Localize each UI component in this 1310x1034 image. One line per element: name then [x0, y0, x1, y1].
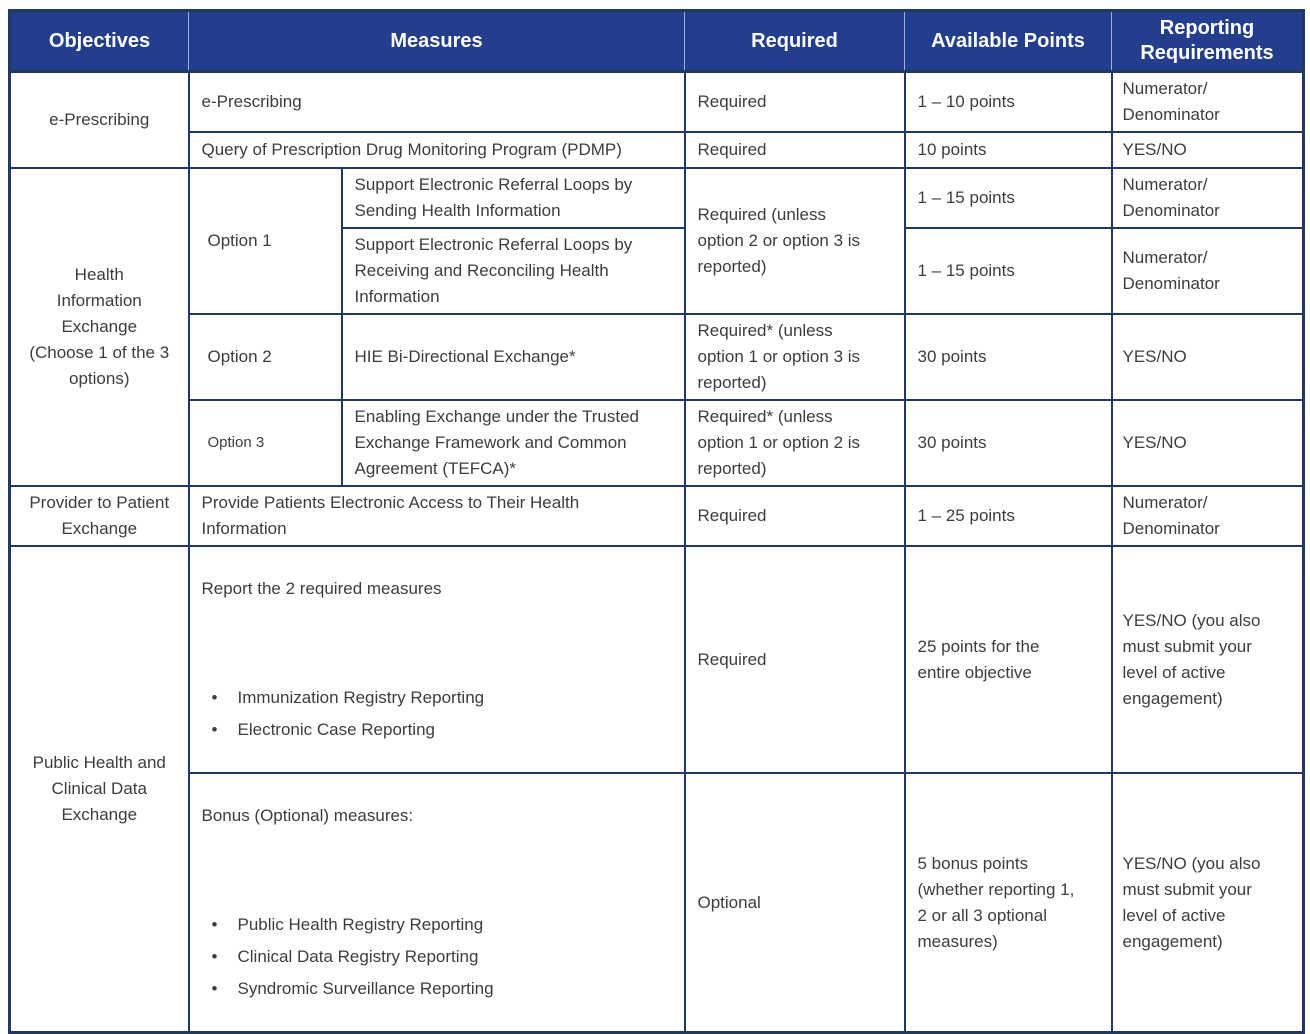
option-label-cell-option1: Option 1	[187, 167, 343, 315]
objective-cell-hie: Health Information Exchange (Choose 1 of…	[8, 167, 190, 487]
row-public-health-bonus: Bonus (Optional) measures: Public Health…	[10, 772, 1305, 1034]
required-cell: Required	[683, 70, 906, 133]
measure-bullet-list: Immunization Registry Reporting Electroni…	[202, 633, 672, 743]
reporting-cell: Numerator/ Denominator	[1110, 485, 1305, 547]
required-cell: Required (unless option 2 or option 3 is…	[683, 167, 906, 315]
measure-cell: Enabling Exchange under the Trusted Exch…	[340, 399, 686, 487]
objective-cell-provider-to-patient: Provider to Patient Exchange	[8, 485, 190, 547]
points-cell: 5 bonus points (whether reporting 1, 2 o…	[903, 772, 1113, 1034]
row-public-health-required: Public Health and Clinical Data Exchange…	[8, 545, 1305, 1034]
required-cell: Required	[683, 485, 906, 547]
bullet-item-label: Clinical Data Registry Reporting	[237, 947, 479, 966]
option-label-cell-option3: Option 3	[187, 399, 343, 487]
measure-cell: Query of Prescription Drug Monitoring Pr…	[187, 131, 686, 169]
measure-intro: Bonus (Optional) measures:	[201, 806, 414, 825]
bullet-item-label: Syndromic Surveillance Reporting	[237, 979, 494, 998]
promoting-interoperability-objectives-table: Objectives Measures Required Available P…	[8, 9, 1305, 1034]
row-hie-option2: Option 2 HIE Bi-Directional Exchange* Re…	[10, 313, 1305, 401]
bullet-item-label: Public Health Registry Reporting	[237, 915, 484, 934]
reporting-cell: Numerator/ Denominator	[1110, 167, 1305, 229]
measure-cell: Provide Patients Electronic Access to Th…	[187, 485, 686, 547]
bullet-item-label: Immunization Registry Reporting	[237, 688, 485, 707]
row-hie-option3: Option 3 Enabling Exchange under the Tru…	[10, 399, 1305, 487]
required-cell: Required	[683, 545, 906, 774]
reporting-cell: Numerator/ Denominator	[1110, 227, 1305, 315]
required-cell: Required	[683, 131, 906, 169]
col-header-objectives: Objectives	[9, 9, 189, 73]
measure-cell: Support Electronic Referral Loops by Rec…	[340, 227, 686, 315]
reporting-cell: YES/NO (you also must submit your level …	[1110, 545, 1305, 774]
col-header-measures: Measures	[188, 9, 685, 73]
bullet-item: Syndromic Surveillance Reporting	[212, 976, 672, 1002]
measure-bullet-list: Public Health Registry Reporting Clinical…	[202, 860, 672, 1002]
required-cell: Optional	[683, 772, 906, 1034]
header-row: Objectives Measures Required Available P…	[9, 9, 1304, 73]
points-cell: 1 – 10 points	[903, 70, 1113, 133]
measure-cell: e-Prescribing	[187, 70, 686, 133]
bullet-item: Electronic Case Reporting	[212, 717, 672, 743]
row-eprescribing-measure: e-Prescribing e-Prescribing Required 1 –…	[8, 70, 1305, 169]
measure-cell: Report the 2 required measures Immunizat…	[187, 545, 686, 774]
bullet-item: Clinical Data Registry Reporting	[212, 944, 672, 970]
row-pdmp-measure: Query of Prescription Drug Monitoring Pr…	[10, 131, 1305, 169]
measure-cell: Support Electronic Referral Loops by Sen…	[340, 167, 686, 229]
measure-intro: Report the 2 required measures	[201, 579, 442, 598]
points-cell: 30 points	[903, 313, 1113, 401]
reporting-cell: YES/NO	[1110, 399, 1305, 487]
bullet-item-label: Electronic Case Reporting	[237, 720, 435, 739]
objective-cell-eprescribing: e-Prescribing	[8, 70, 190, 169]
reporting-cell: YES/NO (you also must submit your level …	[1110, 772, 1305, 1034]
col-header-required: Required	[684, 9, 905, 73]
col-header-available-points: Available Points	[904, 9, 1112, 73]
row-provider-to-patient: Provider to Patient Exchange Provide Pat…	[8, 485, 1305, 547]
col-header-reporting-requirements: Reporting Requirements	[1111, 9, 1304, 73]
points-cell: 1 – 15 points	[903, 167, 1113, 229]
required-cell: Required* (unless option 1 or option 3 i…	[683, 313, 906, 401]
bullet-item: Public Health Registry Reporting	[212, 912, 672, 938]
row-hie-option1-sending: Health Information Exchange (Choose 1 of…	[8, 167, 1305, 487]
bullet-item: Immunization Registry Reporting	[212, 685, 672, 711]
reporting-cell: Numerator/ Denominator	[1110, 70, 1305, 133]
measure-cell: HIE Bi-Directional Exchange*	[340, 313, 686, 401]
reporting-cell: YES/NO	[1110, 313, 1305, 401]
points-cell: 25 points for the entire objective	[903, 545, 1113, 774]
measure-cell: Bonus (Optional) measures: Public Health…	[187, 772, 686, 1034]
points-cell: 1 – 25 points	[903, 485, 1113, 547]
objective-cell-public-health: Public Health and Clinical Data Exchange	[8, 545, 190, 1034]
required-cell: Required* (unless option 1 or option 2 i…	[683, 399, 906, 487]
points-cell: 10 points	[903, 131, 1113, 169]
row-hie-option1-receiving: Support Electronic Referral Loops by Rec…	[10, 227, 1305, 315]
reporting-cell: YES/NO	[1110, 131, 1305, 169]
option-label-cell-option2: Option 2	[187, 313, 343, 401]
points-cell: 30 points	[903, 399, 1113, 487]
points-cell: 1 – 15 points	[903, 227, 1113, 315]
